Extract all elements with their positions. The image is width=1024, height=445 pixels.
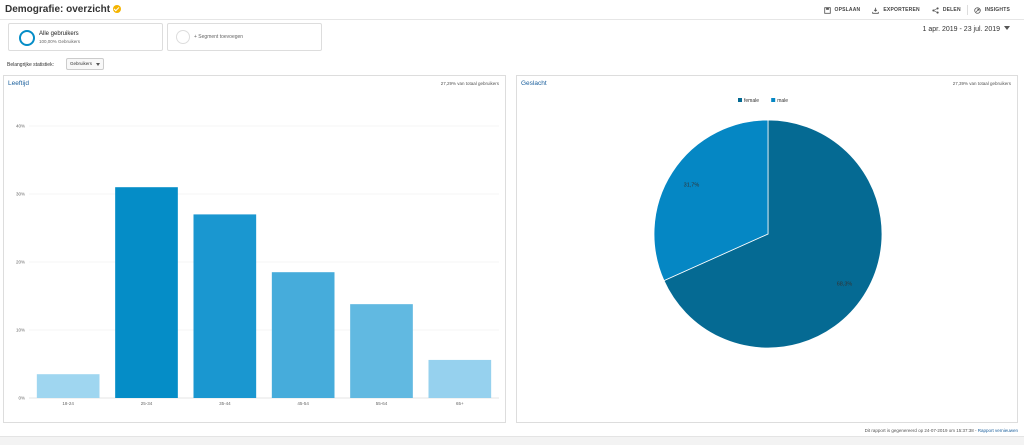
bar-55-64[interactable] — [350, 304, 413, 398]
date-range-text: 1 apr. 2019 - 23 jul. 2019 — [922, 26, 1000, 33]
key-stat-label: Belangrijke statistiek: — [7, 62, 54, 68]
share-icon — [932, 6, 939, 14]
bar-18-24[interactable] — [36, 374, 100, 398]
y-tick-label: 10% — [16, 328, 25, 333]
pie-slice-female[interactable] — [663, 119, 883, 349]
y-tick-label: 30% — [16, 192, 25, 197]
legend-swatch-female — [738, 98, 742, 102]
age-panel: Leeftijd 27,29% van totaal gebruikers 0%… — [3, 75, 506, 423]
share-label: DELEN — [942, 7, 961, 13]
age-bar-chart: 0% 10% 20% 30% 40% 18-24 25-34 35-44 45-54 55-64 6… — [16, 124, 499, 406]
save-icon — [823, 6, 831, 14]
x-tick-label: 55-64 — [376, 401, 388, 406]
pie-value-label-female: 68,3% — [837, 282, 853, 288]
y-tick-label: 40% — [16, 124, 25, 129]
segment-all-users[interactable]: Alle gebruikers 100,00% Gebruikers — [8, 23, 163, 51]
segment-sublabel: 100,00% Gebruikers — [39, 39, 81, 44]
refresh-report-link[interactable]: Rapport vernieuwen — [977, 428, 1018, 433]
legend-swatch-male — [771, 98, 776, 102]
report-actions: OPSLAAN EXPORTEREN DELEN INSIGHTS — [818, 5, 1016, 15]
insights-label: INSIGHTS — [984, 7, 1010, 13]
add-segment-label: + Segment toevoegen — [194, 34, 244, 40]
add-segment-ring-icon — [176, 30, 190, 44]
gender-panel-title: Geslacht — [521, 80, 547, 87]
x-tick-label: 35-44 — [219, 401, 231, 406]
share-button[interactable]: DELEN — [926, 5, 967, 15]
x-tick-label: 65+ — [456, 401, 464, 406]
x-tick-label: 25-34 — [141, 401, 153, 406]
save-button[interactable]: OPSLAAN — [818, 5, 867, 15]
key-stat-select[interactable]: Gebruikers — [66, 58, 104, 70]
export-label: EXPORTEREN — [883, 7, 920, 13]
gender-panel: Geslacht 27,39% van totaal gebruikers fe… — [516, 75, 1018, 423]
y-tick-label: 0% — [18, 396, 25, 401]
insights-icon — [974, 6, 981, 14]
pie-slice-male[interactable] — [653, 119, 769, 282]
report-footer: Dit rapport is gegenereerd op 24-07-2019… — [865, 428, 1018, 433]
report-header: Demografie: overzicht OPSLAAN EXPORTEREN… — [0, 0, 1024, 20]
x-tick-label: 45-54 — [297, 401, 309, 406]
bottom-bar — [0, 436, 1024, 445]
bar-35-44[interactable] — [193, 214, 257, 398]
verified-badge-icon — [113, 5, 122, 13]
gender-pie-chart: female male 68,3% 31,7% — [653, 98, 883, 349]
bar-65+[interactable] — [428, 359, 492, 398]
key-stat-value: Gebruikers — [70, 61, 93, 66]
pie-value-label-male: 31,7% — [684, 182, 700, 188]
add-segment-button[interactable]: + Segment toevoegen — [167, 23, 322, 51]
export-icon — [872, 7, 880, 14]
segment-label: Alle gebruikers — [39, 31, 79, 37]
action-divider — [966, 5, 968, 15]
segment-ring-icon — [19, 30, 35, 46]
age-panel-title: Leeftijd — [8, 80, 29, 87]
legend-label-female[interactable]: female — [744, 98, 759, 104]
save-label: OPSLAAN — [834, 7, 861, 13]
age-panel-percentage: 27,29% van totaal gebruikers — [440, 81, 499, 86]
legend-label-male[interactable]: male — [777, 98, 788, 104]
bar-25-34[interactable] — [115, 187, 178, 398]
chevron-down-icon — [96, 63, 100, 66]
chevron-down-icon — [1004, 26, 1010, 30]
x-tick-label: 18-24 — [62, 401, 74, 406]
footer-text: Dit rapport is gegenereerd op 24-07-2019… — [864, 428, 978, 433]
gender-panel-percentage: 27,39% van totaal gebruikers — [952, 81, 1011, 86]
y-tick-label: 20% — [16, 260, 25, 265]
insights-button[interactable]: INSIGHTS — [968, 5, 1016, 15]
bar-45-54[interactable] — [271, 272, 335, 398]
page-title: Demografie: overzicht — [5, 4, 122, 15]
export-button[interactable]: EXPORTEREN — [866, 5, 925, 15]
page-title-text: Demografie: overzicht — [5, 4, 111, 15]
date-range-picker[interactable]: 1 apr. 2019 - 23 jul. 2019 — [923, 26, 1010, 33]
